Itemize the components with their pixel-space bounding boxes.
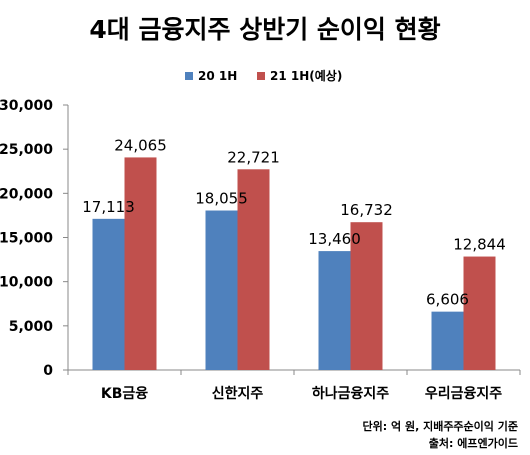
y-tick-label: 25,000 (0, 142, 53, 158)
y-tick-label: 10,000 (0, 275, 53, 291)
y-tick-label: 15,000 (0, 231, 53, 247)
data-label: 22,721 (227, 148, 280, 166)
bar (205, 210, 238, 370)
bar (318, 251, 351, 370)
data-labels: 17,113 18,055 13,460 6,606 24,065 22,721 16,73… (82, 136, 506, 308)
x-tick-label: 하나금융지주 (312, 385, 389, 402)
data-label: 24,065 (114, 136, 167, 154)
legend-label-21-1h: 21 1H(예상) (270, 68, 342, 83)
y-tick-label: 20,000 (0, 186, 53, 202)
data-label: 12,844 (453, 236, 506, 254)
y-tick-label: 5,000 (9, 319, 54, 335)
data-label: 17,113 (82, 198, 135, 216)
legend-swatch-21-1h (257, 72, 265, 80)
source-note: 출처: 에프엔가이드 (429, 436, 518, 450)
legend-swatch-20-1h (185, 72, 193, 80)
x-axis: KB금융 신한지주 하나금융지주 우리금융지주 (67, 369, 521, 402)
bar (463, 256, 496, 370)
y-axis: 0 5,000 10,000 15,000 20,000 25,000 30,000 (0, 98, 69, 379)
bar (237, 169, 270, 370)
data-label: 13,460 (308, 230, 361, 248)
bar (92, 218, 125, 370)
data-label: 6,606 (426, 291, 469, 309)
data-label: 18,055 (195, 190, 248, 208)
x-tick-label: 신한지주 (212, 386, 264, 402)
y-tick-label: 0 (43, 363, 53, 379)
data-label: 16,732 (340, 201, 393, 219)
bar (124, 157, 157, 370)
unit-note: 단위: 억 원, 지배주주순이익 기준 (363, 419, 518, 433)
bar (431, 311, 464, 370)
legend-label-20-1h: 20 1H (198, 69, 237, 83)
legend: 20 1H 21 1H(예상) (185, 68, 342, 83)
x-tick-label: 우리금융지주 (425, 386, 502, 402)
chart-title: 4대 금융지주 상반기 순이익 현황 (89, 15, 440, 44)
x-tick-label: KB금융 (101, 386, 148, 402)
bars (92, 157, 496, 370)
y-tick-label: 30,000 (0, 98, 53, 114)
bar (350, 222, 383, 370)
